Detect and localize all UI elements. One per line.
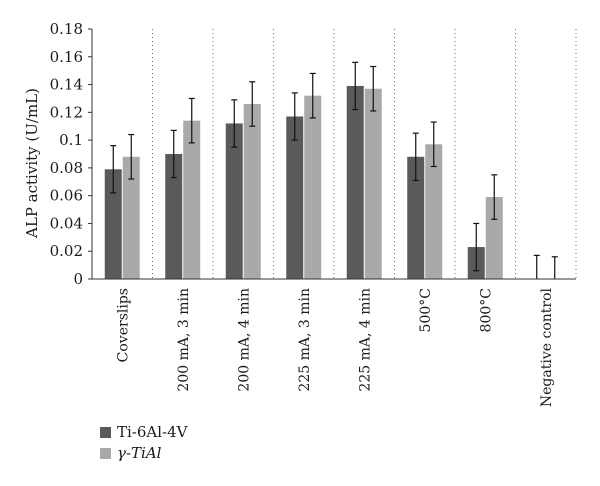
- error-bar: [231, 99, 238, 148]
- category-labels: Coverslips 200 mA, 3 min 200 mA, 4 min 225 …: [115, 287, 555, 407]
- bar-ti-6al-4v: [407, 156, 425, 279]
- y-tick-label: 0.16: [50, 48, 83, 66]
- y-tick-label: 0.02: [50, 242, 83, 260]
- category-label: 225 mA, 3 min: [297, 288, 313, 392]
- error-bar: [110, 145, 117, 194]
- error-bar: [188, 97, 195, 144]
- error-bar: [430, 121, 437, 168]
- bar-gamma-tial: [304, 95, 322, 280]
- error-bar: [170, 129, 177, 179]
- legend: Ti-6Al-4V γ-TiAl: [100, 423, 189, 462]
- y-tick-labels: 0 0.02 0.04 0.06 0.08 0.1 0.12 0.14 0.16 0.18: [50, 20, 92, 288]
- bar-gamma-tial: [364, 88, 382, 279]
- legend-label-gamma-tial: γ-TiAl: [117, 444, 162, 462]
- legend-swatch-gamma-tial: [100, 448, 111, 459]
- error-bar: [412, 132, 419, 181]
- grid-lines: [152, 29, 577, 279]
- bar-ti-6al-4v: [165, 154, 183, 279]
- error-bar: [473, 222, 480, 272]
- y-tick-label: 0.1: [59, 131, 83, 149]
- y-tick-label: 0: [73, 270, 83, 288]
- error-bar: [291, 92, 298, 141]
- error-bar: [370, 65, 377, 112]
- bar-ti-6al-4v: [225, 123, 243, 279]
- bar-gamma-tial: [425, 144, 443, 279]
- y-tick-label: 0.14: [50, 76, 83, 94]
- bars: [104, 85, 503, 280]
- axes: [91, 29, 576, 280]
- category-label: 200 mA, 4 min: [236, 288, 252, 392]
- y-tick-label: 0.12: [50, 103, 83, 121]
- y-tick-label: 0.06: [50, 187, 83, 205]
- bar-gamma-tial: [485, 197, 503, 279]
- error-bar: [491, 174, 498, 220]
- bar-gamma-tial: [183, 120, 201, 280]
- category-label: Negative control: [539, 287, 555, 407]
- category-label: 200 mA, 3 min: [176, 288, 192, 392]
- category-label: 225 mA, 4 min: [357, 288, 373, 392]
- y-tick-label: 0.04: [50, 214, 83, 232]
- category-label: 800°C: [478, 288, 494, 332]
- error-bar: [249, 81, 256, 127]
- error-bars: [110, 61, 558, 279]
- category-label: 500°C: [418, 288, 434, 332]
- category-label: Coverslips: [115, 288, 131, 362]
- y-axis-label: ALP activity (U/mL): [23, 88, 41, 239]
- bar-ti-6al-4v: [346, 85, 364, 279]
- error-bar: [533, 254, 540, 279]
- bar-ti-6al-4v: [104, 169, 122, 279]
- legend-label-ti-6al-4v: Ti-6Al-4V: [117, 423, 189, 441]
- error-bar: [309, 72, 316, 119]
- bar-ti-6al-4v: [286, 116, 304, 279]
- y-tick-label: 0.18: [50, 20, 83, 38]
- bar-gamma-tial: [243, 104, 261, 279]
- error-bar: [352, 61, 359, 111]
- error-bar: [551, 256, 558, 279]
- bar-gamma-tial: [122, 156, 140, 279]
- legend-swatch-ti-6al-4v: [100, 427, 111, 438]
- error-bar: [128, 133, 135, 180]
- y-tick-label: 0.08: [50, 159, 83, 177]
